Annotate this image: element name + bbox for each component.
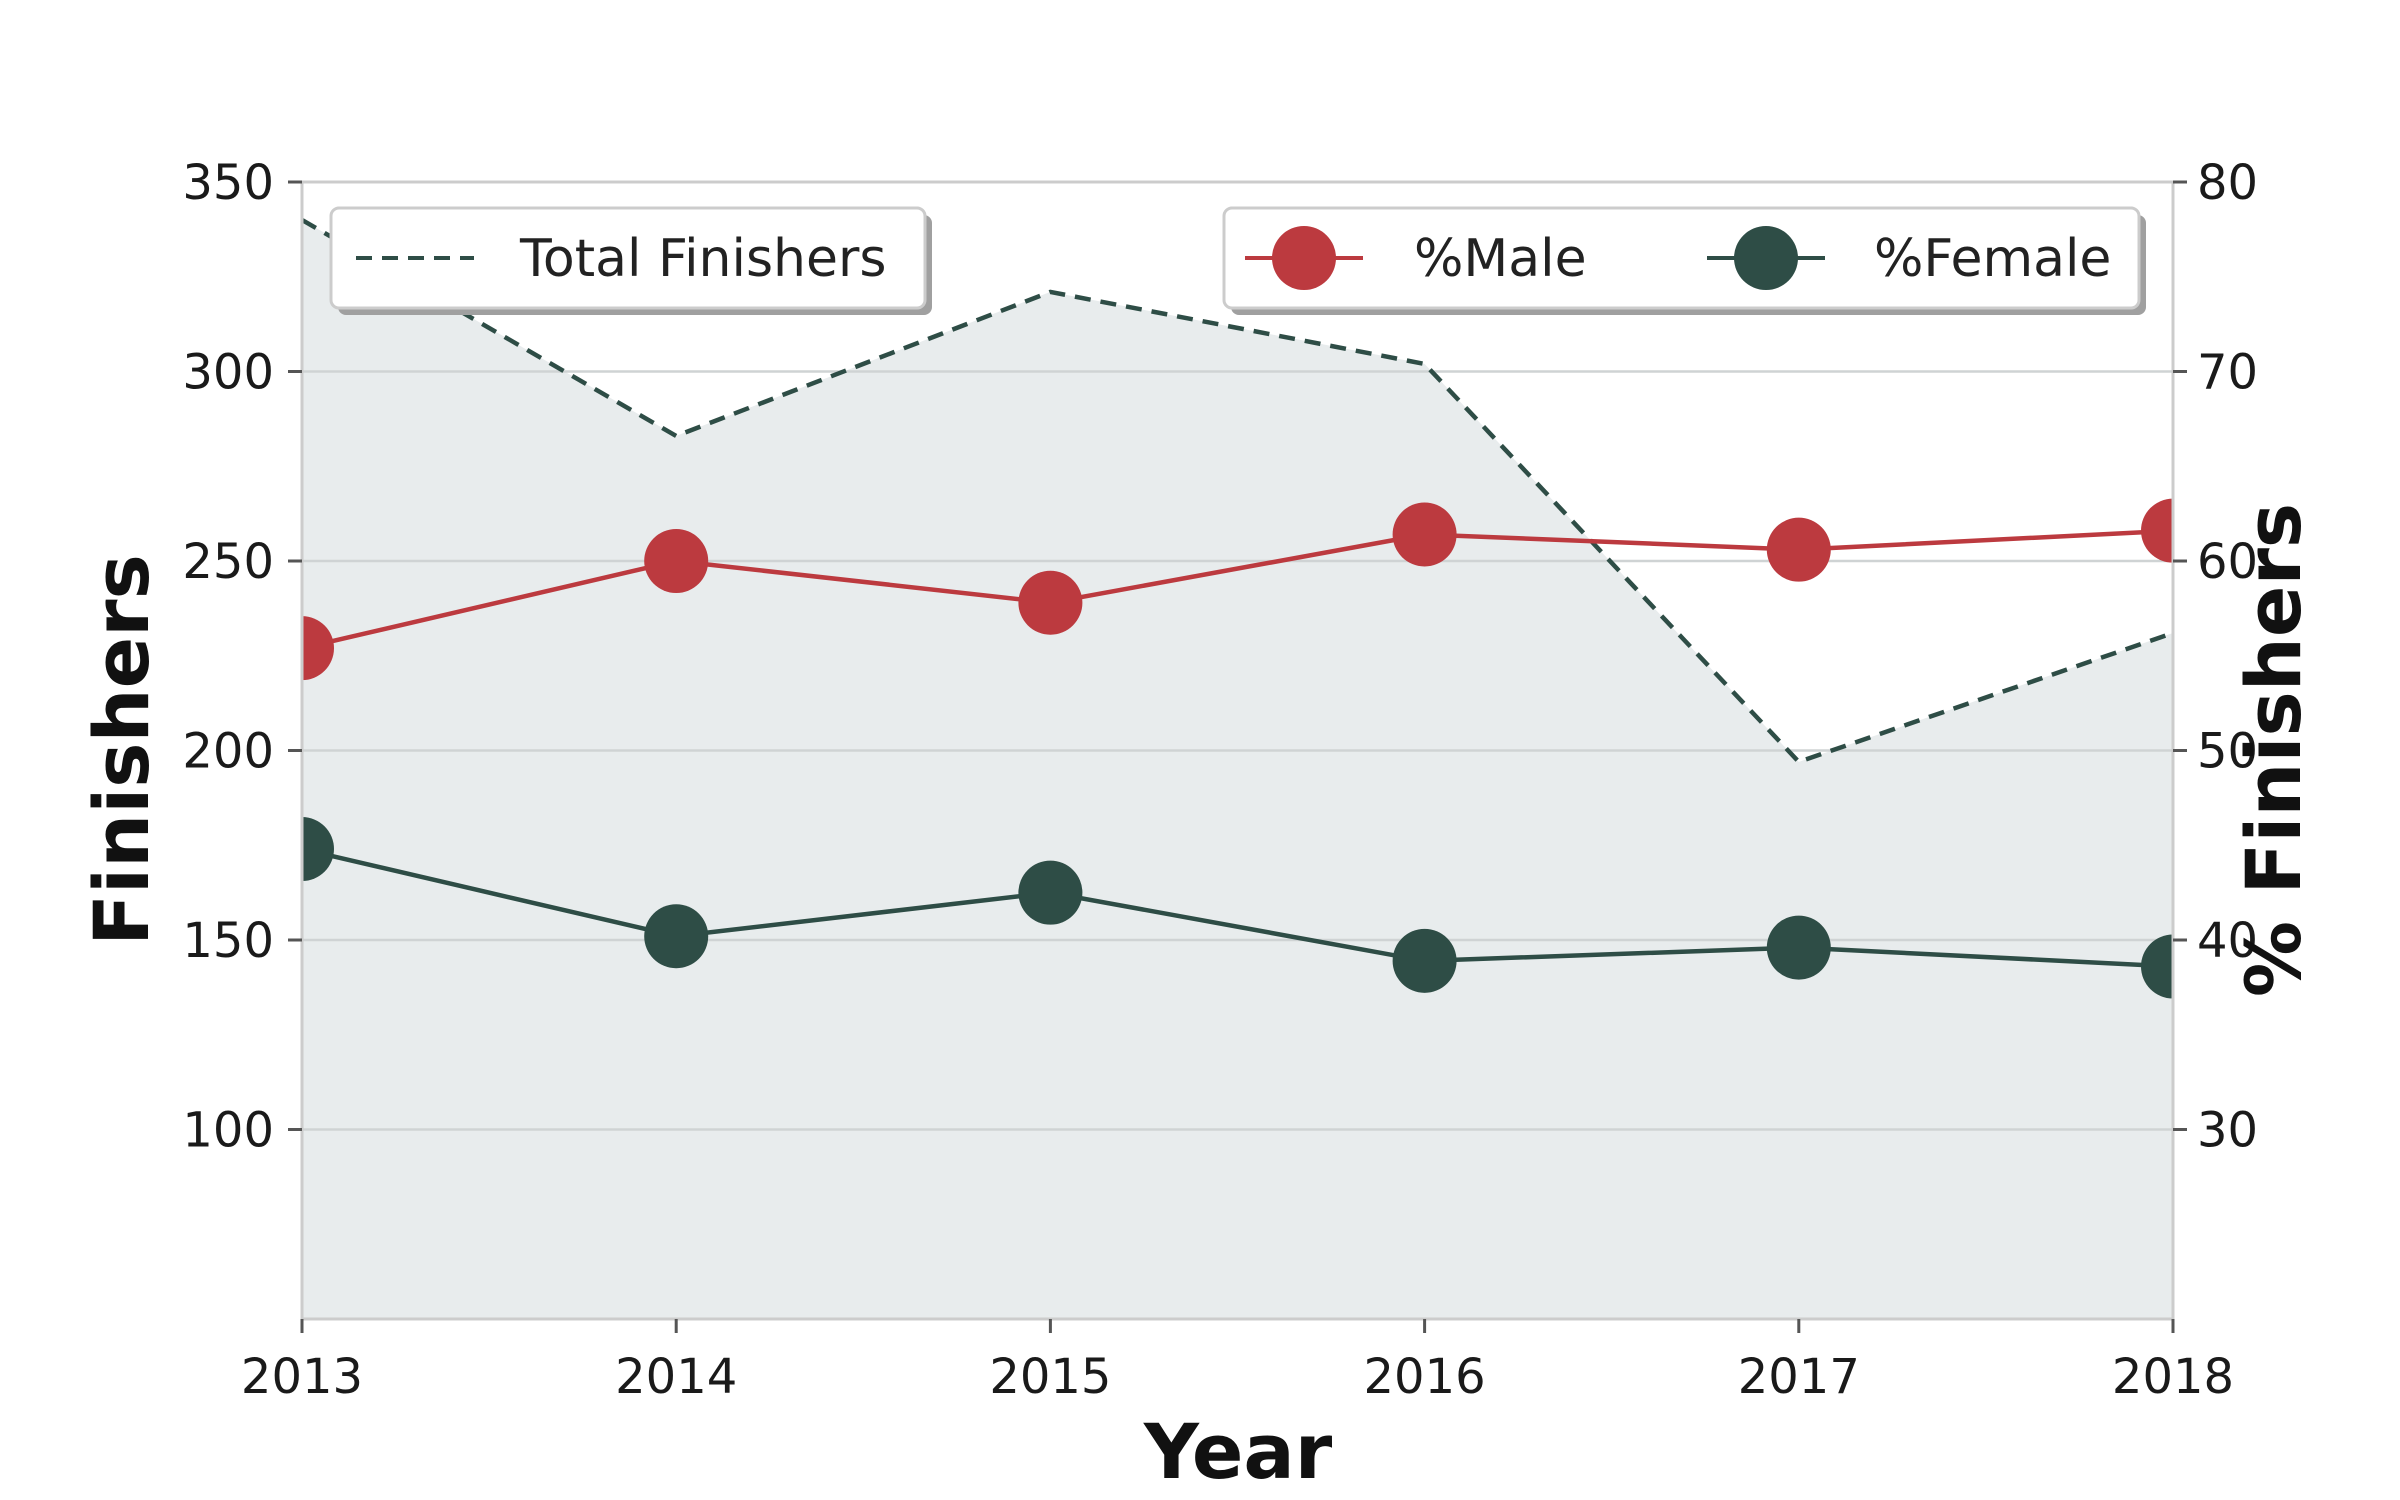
y-right-tick-label: 40: [2197, 913, 2258, 969]
x-tick-label: 2015: [989, 1349, 1111, 1405]
male-percent-point: [1018, 570, 1083, 635]
y-left-tick-label: 250: [182, 534, 274, 590]
male-percent-point: [1766, 517, 1831, 582]
female-percent-line: [302, 846, 2173, 969]
y-left-tick-label: 200: [182, 724, 274, 780]
x-tick-label: 2018: [2112, 1349, 2234, 1405]
y-axis-right-title: % Finishers: [2229, 503, 2318, 997]
x-tick-label: 2014: [615, 1349, 737, 1405]
x-axis-title: Year: [1143, 1407, 1333, 1496]
female-percent-point: [1766, 915, 1831, 980]
female-percent-point: [2141, 934, 2173, 999]
legend-male-label: %Male: [1414, 229, 1587, 289]
y-right-tick-label: 50: [2197, 724, 2258, 780]
male-percent-point: [302, 616, 334, 681]
legend-female-marker: [1734, 226, 1798, 290]
y-left-tick-label: 350: [182, 155, 274, 211]
female-percent-point: [1392, 928, 1457, 993]
y-left-tick-label: 100: [182, 1103, 274, 1159]
legend-total: Total Finishers: [329, 206, 932, 315]
total-finishers-line: [302, 217, 2173, 765]
x-tick-label: 2017: [1738, 1349, 1860, 1405]
total-finishers-area: [302, 219, 2173, 1319]
female-percent-point: [1018, 860, 1083, 925]
legend-total-label: Total Finishers: [519, 229, 886, 289]
male-percent-line: [302, 528, 2173, 651]
x-tick-label: 2013: [241, 1349, 363, 1405]
male-percent-point: [644, 529, 709, 593]
y-right-tick-label: 30: [2197, 1103, 2258, 1159]
x-tick-label: 2016: [1364, 1349, 1486, 1405]
legend-gender: %Male %Female: [1222, 206, 2146, 315]
y-right-tick-label: 70: [2197, 345, 2258, 401]
female-percent-point: [644, 904, 709, 969]
y-right-tick-label: 60: [2197, 534, 2258, 590]
legend-female-label: %Female: [1874, 229, 2111, 289]
legend-male-marker: [1272, 226, 1336, 290]
y-left-tick-label: 300: [182, 345, 274, 401]
y-axis-left-title: Finishers: [77, 554, 166, 946]
male-percent-point: [2141, 498, 2173, 563]
male-percent-point: [1392, 502, 1457, 567]
y-left-tick-label: 150: [182, 913, 274, 969]
y-right-tick-label: 80: [2197, 155, 2258, 211]
female-percent-point: [302, 817, 334, 882]
